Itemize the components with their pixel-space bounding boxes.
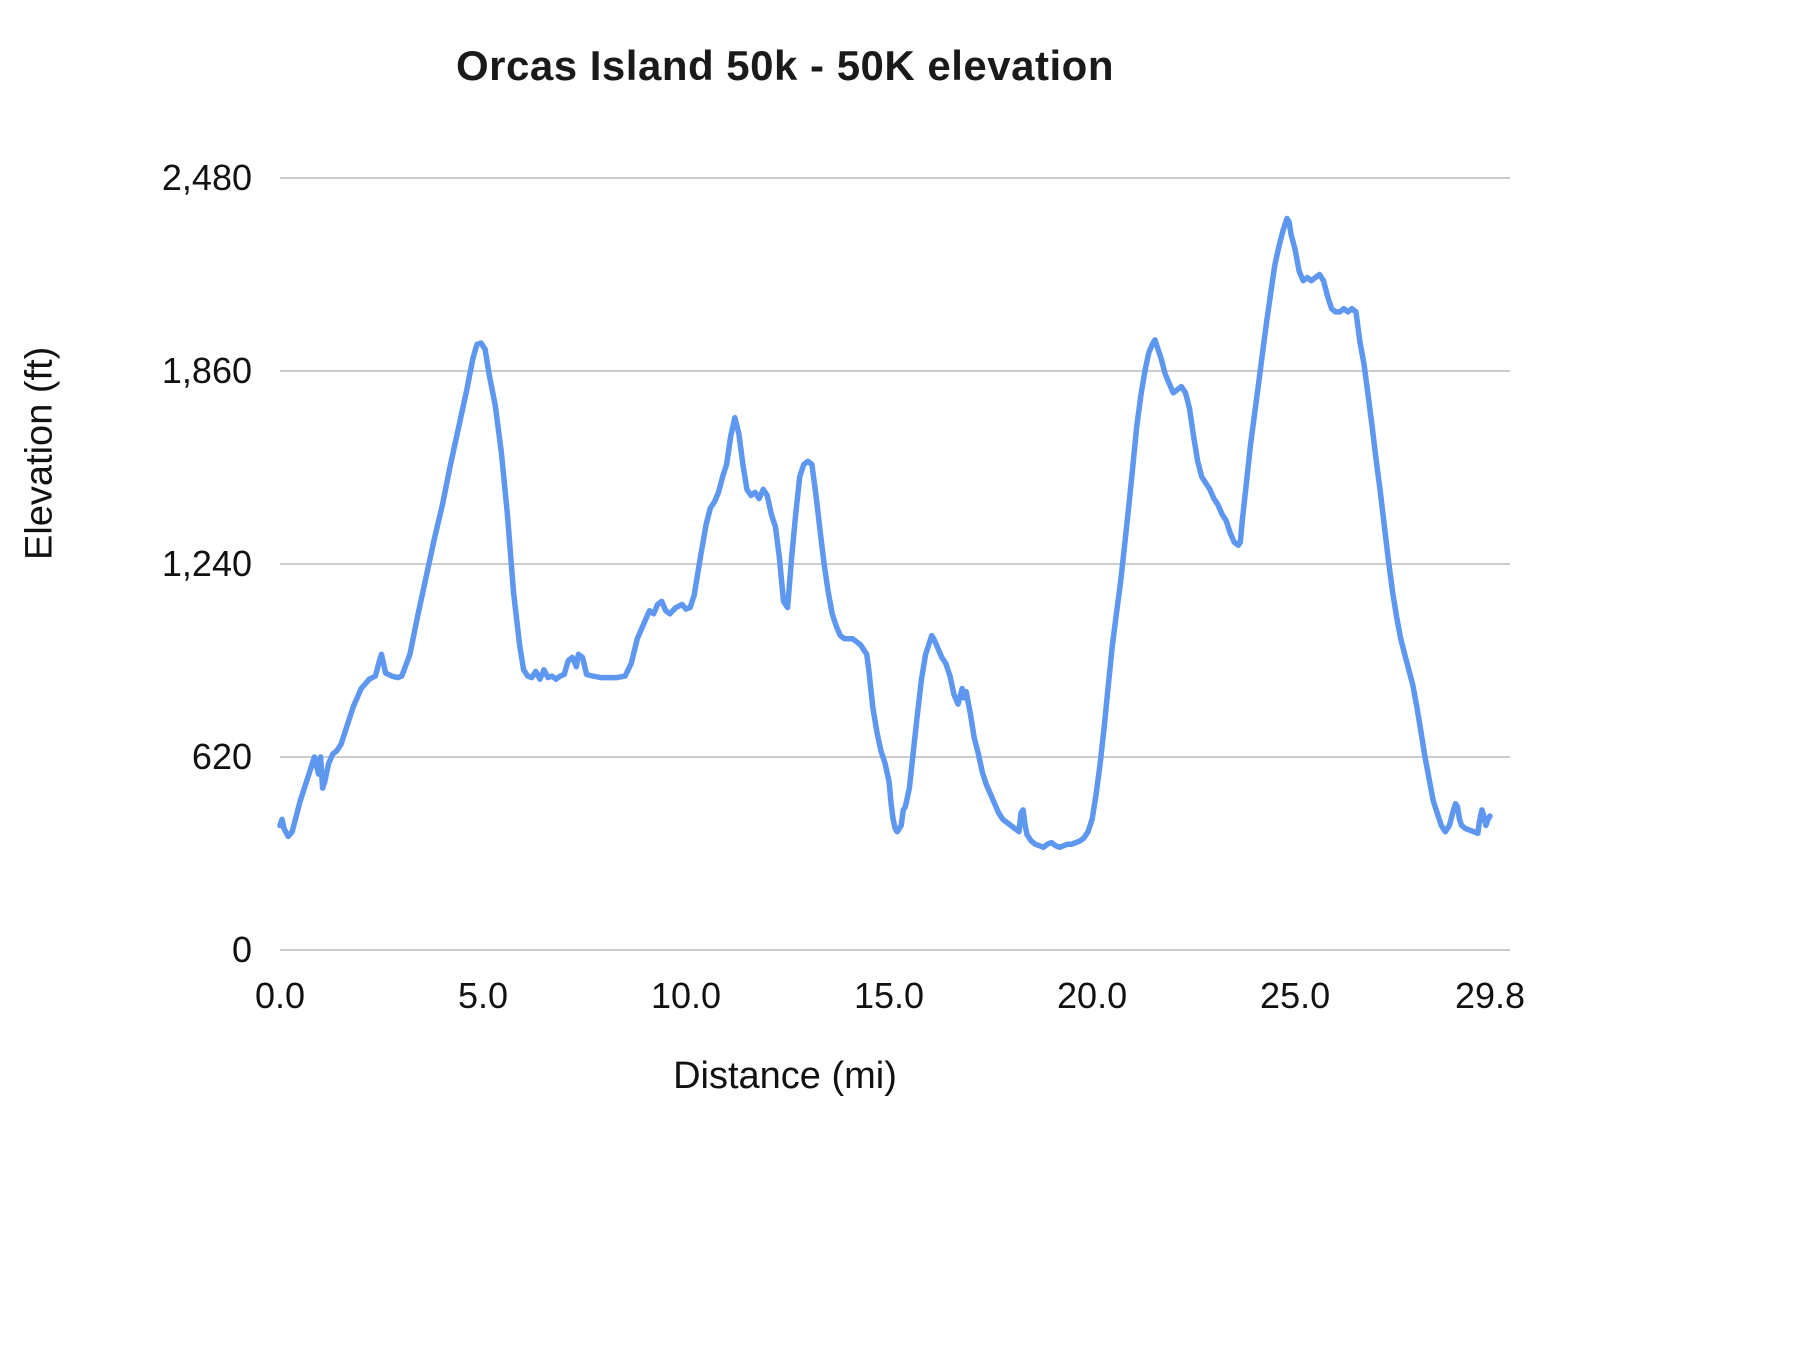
chart-title: Orcas Island 50k - 50K elevation [456,42,1114,89]
x-tick-label: 10.0 [651,975,721,1016]
x-tick-label: 20.0 [1057,975,1127,1016]
y-tick-label: 1,860 [162,350,252,391]
x-tick-label: 15.0 [854,975,924,1016]
x-tick-label: 5.0 [458,975,508,1016]
elevation-line [277,215,1493,851]
x-axis-title: Distance (mi) [673,1055,897,1097]
y-tick-label: 620 [192,736,252,777]
y-axis-title-text: Elevation (ft) [18,346,61,560]
y-tick-label: 2,480 [162,157,252,198]
x-tick-label: 29.8 [1455,975,1525,1016]
x-tick-label: 25.0 [1260,975,1330,1016]
x-tick-label: 0.0 [255,975,305,1016]
y-tick-label: 1,240 [162,543,252,584]
y-tick-label: 0 [232,929,252,970]
